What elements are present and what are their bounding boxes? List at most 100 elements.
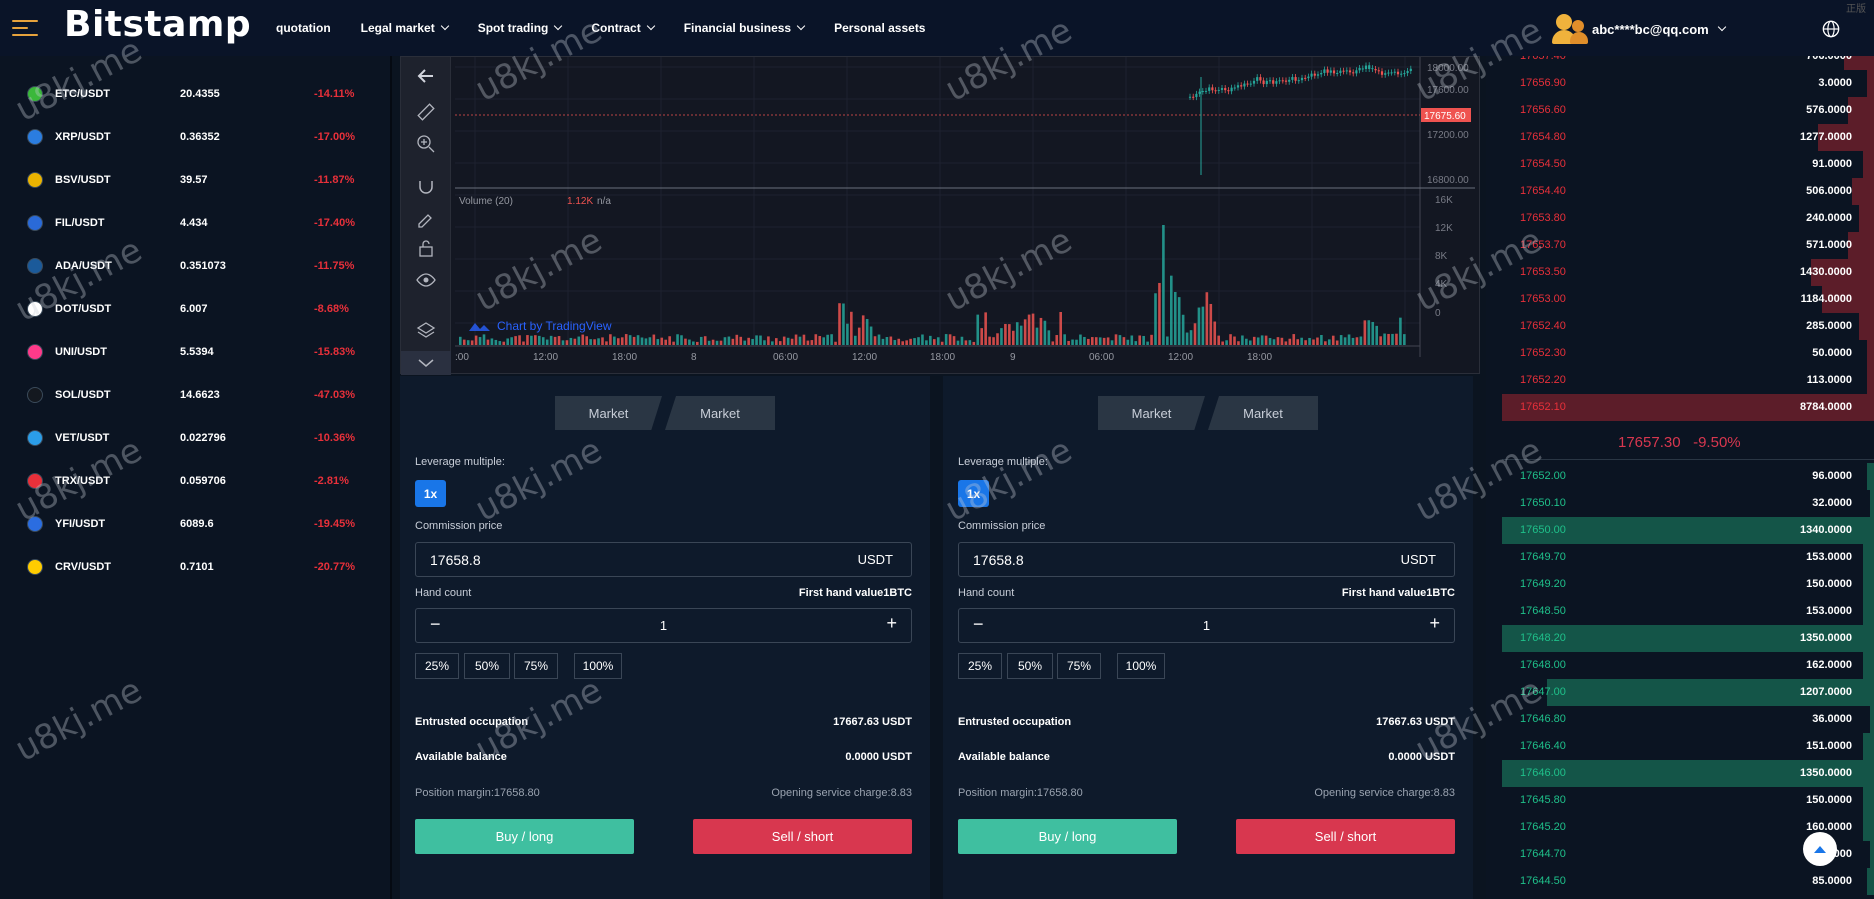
nav-item-financial-business[interactable]: Financial business	[684, 21, 806, 35]
ask-row[interactable]: 17654.80 1277.0000	[1502, 124, 1874, 151]
bid-row[interactable]: 17645.20 160.0000	[1502, 814, 1874, 841]
ask-row[interactable]: 17656.90 3.0000	[1502, 70, 1874, 97]
minus-icon[interactable]: −	[430, 614, 441, 634]
market-row[interactable]: BSV/USDT 39.57 -11.87%	[0, 158, 392, 201]
leverage-button[interactable]: 1x	[958, 480, 989, 507]
sell-short-button[interactable]: Sell / short	[1236, 819, 1455, 854]
coin-change: -14.11%	[314, 87, 355, 100]
plus-icon[interactable]: +	[886, 613, 897, 633]
bid-row[interactable]: 17646.40 151.0000	[1502, 733, 1874, 760]
minus-icon[interactable]: −	[973, 614, 984, 634]
volume-bar	[917, 337, 920, 345]
nav-item-quotation[interactable]: quotation	[276, 21, 331, 35]
user-menu[interactable]: abc****bc@qq.com	[1552, 12, 1726, 46]
market-row[interactable]: XRP/USDT 0.36352 -17.00%	[0, 115, 392, 158]
ask-row[interactable]: 17652.30 50.0000	[1502, 340, 1874, 367]
bid-row[interactable]: 17645.80 150.0000	[1502, 787, 1874, 814]
ask-row[interactable]: 17653.00 1184.0000	[1502, 286, 1874, 313]
market-row[interactable]: VET/USDT 0.022796 -10.36%	[0, 416, 392, 459]
percent-button[interactable]: 25%	[415, 653, 459, 679]
bid-row[interactable]: 17649.20 150.0000	[1502, 571, 1874, 598]
leverage-button[interactable]: 1x	[415, 480, 446, 507]
market-row[interactable]: FIL/USDT 4.434 -17.40%	[0, 201, 392, 244]
percent-button[interactable]: 50%	[464, 653, 510, 679]
volume-bar	[1320, 335, 1323, 345]
scroll-to-top-button[interactable]	[1803, 832, 1837, 866]
chart-plot[interactable]: 18000.00 17600.00 17200.00 16800.00 17675.60…	[455, 57, 1475, 373]
tab-market[interactable]: Market	[555, 396, 662, 430]
bid-row[interactable]: 17648.20 1350.0000	[1502, 625, 1874, 652]
coin-price: 14.6623	[180, 388, 220, 401]
bid-row[interactable]: 17650.00 1340.0000	[1502, 517, 1874, 544]
percent-button[interactable]: 75%	[1057, 653, 1101, 679]
eye-icon[interactable]	[415, 269, 437, 291]
tab-market[interactable]: Market	[665, 396, 775, 430]
layers-icon[interactable]	[415, 319, 437, 341]
lock-icon[interactable]	[415, 237, 437, 259]
market-row[interactable]: TRX/USDT 0.059706 -2.81%	[0, 459, 392, 502]
zoom-in-icon[interactable]	[415, 133, 437, 155]
buy-long-button[interactable]: Buy / long	[958, 819, 1177, 854]
bid-row[interactable]: 17648.00 162.0000	[1502, 652, 1874, 679]
plus-icon[interactable]: +	[1429, 613, 1440, 633]
toolbar-collapse[interactable]	[401, 351, 451, 375]
coin-logo-icon	[27, 214, 43, 231]
bid-row[interactable]: 17649.70 153.0000	[1502, 544, 1874, 571]
ask-row[interactable]: 17653.80 240.0000	[1502, 205, 1874, 232]
percent-button[interactable]: 100%	[574, 653, 622, 679]
bid-row[interactable]: 17652.00 96.0000	[1502, 463, 1874, 490]
buy-long-button[interactable]: Buy / long	[415, 819, 634, 854]
tab-market[interactable]: Market	[1098, 396, 1205, 430]
bid-row[interactable]: 17646.00 1350.0000	[1502, 760, 1874, 787]
ask-row[interactable]: 17656.60 576.0000	[1502, 97, 1874, 124]
sell-short-button[interactable]: Sell / short	[693, 819, 912, 854]
bid-row[interactable]: 17650.10 32.0000	[1502, 490, 1874, 517]
ask-row[interactable]: 17652.20 113.0000	[1502, 367, 1874, 394]
market-row[interactable]: UNI/USDT 5.5394 -15.83%	[0, 330, 392, 373]
market-row[interactable]: CRV/USDT 0.7101 -20.77%	[0, 545, 392, 588]
tab-market[interactable]: Market	[1208, 396, 1318, 430]
magnet-icon[interactable]	[415, 175, 437, 197]
globe-icon[interactable]	[1822, 20, 1840, 38]
market-row[interactable]: ETC/USDT 20.4355 -14.11%	[0, 72, 392, 115]
ask-row[interactable]: 17653.70 571.0000	[1502, 232, 1874, 259]
percent-button[interactable]: 75%	[514, 653, 558, 679]
nav-item-contract[interactable]: Contract	[591, 21, 655, 35]
commission-price-input[interactable]: 17658.8 USDT	[415, 542, 912, 577]
ask-row[interactable]: 17652.10 8784.0000	[1502, 394, 1874, 421]
bid-row[interactable]: 17646.80 36.0000	[1502, 706, 1874, 733]
percent-button[interactable]: 25%	[958, 653, 1002, 679]
ruler-icon[interactable]	[415, 101, 437, 123]
brand-logo[interactable]: Bitstamp	[64, 4, 252, 45]
order-quantity: 36.0000	[1812, 713, 1852, 725]
nav-item-personal-assets[interactable]: Personal assets	[834, 21, 925, 35]
menu-icon[interactable]	[12, 20, 38, 36]
market-row[interactable]: ADA/USDT 0.351073 -11.75%	[0, 244, 392, 287]
ask-row[interactable]: 17653.50 1430.0000	[1502, 259, 1874, 286]
back-arrow-icon[interactable]	[415, 65, 437, 87]
volume-bar	[1154, 293, 1157, 345]
nav-item-spot-trading[interactable]: Spot trading	[478, 21, 563, 35]
bid-row[interactable]: 17648.50 153.0000	[1502, 598, 1874, 625]
ask-row[interactable]: 17652.40 285.0000	[1502, 313, 1874, 340]
ask-row[interactable]: 17654.50 91.0000	[1502, 151, 1874, 178]
volume-bar	[889, 336, 893, 345]
ask-row[interactable]: 17654.40 506.0000	[1502, 178, 1874, 205]
percent-button[interactable]: 50%	[1007, 653, 1053, 679]
market-row[interactable]: DOT/USDT 6.007 -8.68%	[0, 287, 392, 330]
market-row[interactable]: SOL/USDT 14.6623 -47.03%	[0, 373, 392, 416]
tradingview-chart[interactable]: 18000.00 17600.00 17200.00 16800.00 17675.60…	[400, 56, 1480, 375]
coin-logo-icon	[27, 171, 43, 188]
percent-button[interactable]: 100%	[1117, 653, 1165, 679]
bid-row[interactable]: 17644.50 85.0000	[1502, 868, 1874, 895]
volume-bar	[1102, 337, 1106, 345]
market-row[interactable]: YFI/USDT 6089.6 -19.45%	[0, 502, 392, 545]
draw-lock-icon[interactable]	[415, 207, 437, 229]
nav-item-legal-market[interactable]: Legal market	[361, 21, 449, 35]
bid-row[interactable]: 17647.00 1207.0000	[1502, 679, 1874, 706]
volume-bar	[1146, 341, 1149, 345]
hand-count-stepper[interactable]: − 1 +	[958, 608, 1455, 643]
hand-count-stepper[interactable]: − 1 +	[415, 608, 912, 643]
candle	[1316, 74, 1320, 76]
commission-price-input[interactable]: 17658.8 USDT	[958, 542, 1455, 577]
